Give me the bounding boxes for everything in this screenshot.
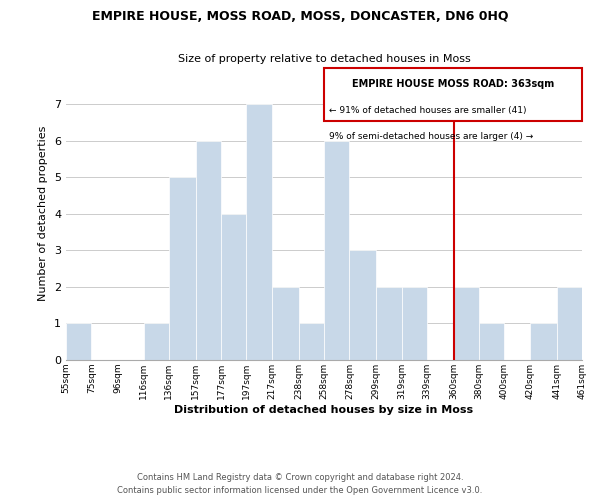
X-axis label: Distribution of detached houses by size in Moss: Distribution of detached houses by size … [175,404,473,414]
Text: EMPIRE HOUSE MOSS ROAD: 363sqm: EMPIRE HOUSE MOSS ROAD: 363sqm [352,79,554,89]
Title: Size of property relative to detached houses in Moss: Size of property relative to detached ho… [178,54,470,64]
Y-axis label: Number of detached properties: Number of detached properties [38,126,49,302]
Text: 9% of semi-detached houses are larger (4) →: 9% of semi-detached houses are larger (4… [329,132,533,141]
Bar [530,324,557,360]
Bar [479,324,505,360]
Bar [557,287,582,360]
FancyBboxPatch shape [324,68,582,120]
Text: Contains public sector information licensed under the Open Government Licence v3: Contains public sector information licen… [118,486,482,495]
Bar [66,324,91,360]
Bar [272,287,299,360]
Bar [169,177,196,360]
Bar [143,324,169,360]
Bar [376,287,401,360]
Text: EMPIRE HOUSE, MOSS ROAD, MOSS, DONCASTER, DN6 0HQ: EMPIRE HOUSE, MOSS ROAD, MOSS, DONCASTER… [92,10,508,23]
Text: ← 91% of detached houses are smaller (41): ← 91% of detached houses are smaller (41… [329,106,527,114]
Bar [349,250,376,360]
Bar [299,324,324,360]
Bar [247,104,272,360]
Bar [324,140,349,360]
Bar [221,214,247,360]
Bar [196,140,221,360]
Bar [401,287,427,360]
Bar [454,287,479,360]
Text: Contains HM Land Registry data © Crown copyright and database right 2024.: Contains HM Land Registry data © Crown c… [137,472,463,482]
